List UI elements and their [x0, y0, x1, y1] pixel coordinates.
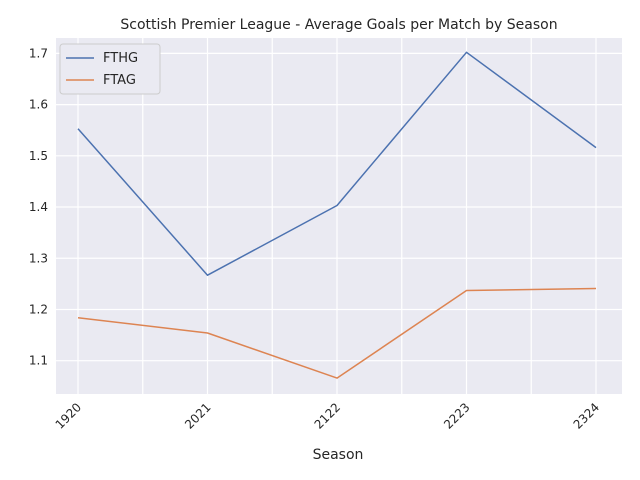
y-tick-label: 1.5 — [29, 149, 48, 163]
series-line-ftag — [77, 287, 597, 379]
x-tick-label: 1920 — [53, 400, 84, 431]
y-tick-label: 1.7 — [29, 46, 48, 60]
y-tick-label: 1.2 — [29, 302, 48, 316]
chart-title: Scottish Premier League - Average Goals … — [120, 17, 557, 33]
series-lines — [77, 51, 597, 379]
x-tick-labels: 1920 2021 2122 2223 2324 — [53, 400, 602, 431]
legend-label-ftag: FTAG — [103, 73, 136, 88]
x-tick-label: 2324 — [571, 400, 602, 431]
y-tick-label: 1.6 — [29, 98, 48, 112]
x-tick-label: 2021 — [182, 400, 213, 431]
x-tick-label: 2122 — [312, 400, 343, 431]
grid-lines — [56, 38, 622, 394]
y-tick-labels: 1.1 1.2 1.3 1.4 1.5 1.6 1.7 — [29, 46, 48, 367]
legend-label-fthg: FTHG — [103, 51, 138, 66]
legend-box — [59, 43, 161, 95]
legend: FTHG FTAG — [59, 43, 161, 95]
series-line-fthg — [77, 51, 597, 276]
y-tick-label: 1.3 — [29, 251, 48, 265]
y-tick-label: 1.4 — [29, 200, 48, 214]
x-tick-label: 2223 — [441, 400, 472, 431]
x-axis-label: Season — [313, 447, 364, 463]
y-tick-label: 1.1 — [29, 354, 48, 368]
